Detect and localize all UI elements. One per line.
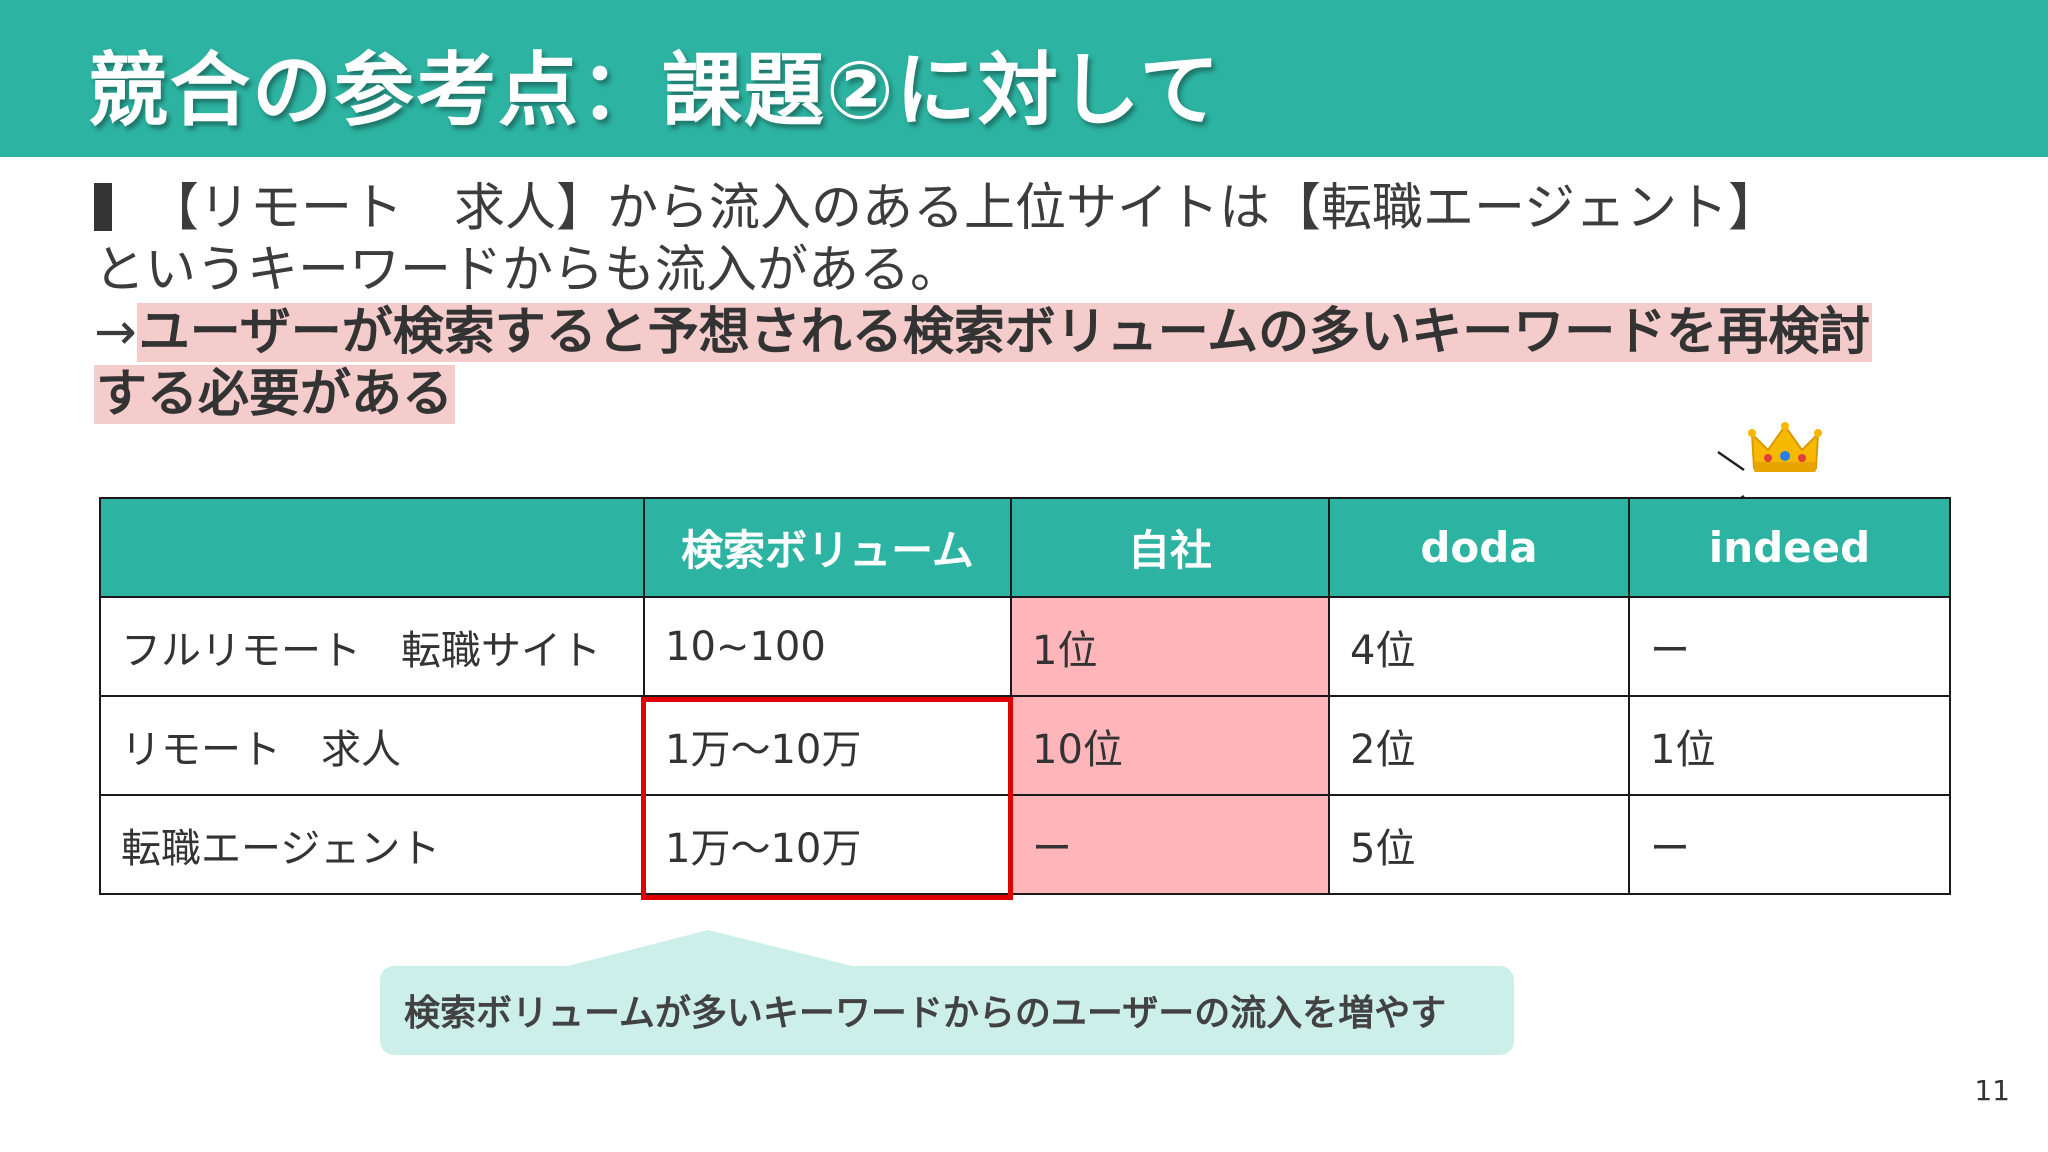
table-row: リモート 求人 1万～10万 10位 2位 1位 — [99, 695, 1951, 796]
callout-text: 検索ボリュームが多いキーワードからのユーザーの流入を増やす — [404, 993, 1447, 1034]
volume-cell: 10~100 — [643, 596, 1012, 697]
body-text: 【リモート 求人】から流入のある上位サイトは【転職エージェント】 というキーワー… — [94, 178, 1954, 426]
own-rank-cell: 10位 — [1010, 695, 1330, 796]
volume-highlight-box — [641, 697, 1013, 900]
callout-pointer — [560, 930, 860, 968]
table-row: フルリモート 転職サイト 10~100 1位 4位 ー — [99, 596, 1951, 697]
body-line-3: →ユーザーが検索すると予想される検索ボリュームの多いキーワードを再検討 — [94, 302, 1954, 364]
header-cell-volume: 検索ボリューム — [643, 497, 1012, 598]
highlight-text-1: ユーザーが検索すると予想される検索ボリュームの多いキーワードを再検討 — [136, 303, 1873, 362]
highlight-text-2: する必要がある — [94, 365, 456, 424]
header-cell-own-company: 自社 — [1010, 497, 1330, 598]
slide-title: 競合の参考点：課題②に対して — [88, 44, 1222, 137]
header-cell-keyword — [99, 497, 645, 598]
body-line-1: 【リモート 求人】から流入のある上位サイトは【転職エージェント】 — [94, 178, 1954, 240]
keyword-cell: 転職エージェント — [99, 794, 645, 895]
indeed-rank-cell: 1位 — [1628, 695, 1951, 796]
page-number: 11 — [1974, 1074, 2010, 1107]
own-rank-cell: ー — [1010, 794, 1330, 895]
own-rank-cell: 1位 — [1010, 596, 1330, 697]
callout-box: 検索ボリュームが多いキーワードからのユーザーの流入を増やす — [380, 966, 1514, 1055]
doda-rank-cell: 4位 — [1328, 596, 1630, 697]
comparison-table: 検索ボリューム 自社 doda indeed フルリモート 転職サイト 10~1… — [99, 497, 1951, 895]
body-line-1-text: 【リモート 求人】から流入のある上位サイトは【転職エージェント】 — [148, 179, 1779, 238]
header-cell-doda: doda — [1328, 497, 1630, 598]
volume-cell: 1万～10万 — [643, 794, 1012, 895]
doda-rank-cell: 5位 — [1328, 794, 1630, 895]
title-bar: 競合の参考点：課題②に対して — [0, 0, 2048, 157]
crown-icon — [1748, 422, 1822, 472]
keyword-cell: リモート 求人 — [99, 695, 645, 796]
keyword-cell: フルリモート 転職サイト — [99, 596, 645, 697]
indeed-rank-cell: ー — [1628, 596, 1951, 697]
header-cell-indeed: indeed — [1628, 497, 1951, 598]
indeed-rank-cell: ー — [1628, 794, 1951, 895]
arrow-symbol: → — [94, 303, 137, 362]
table-row: 転職エージェント 1万～10万 ー 5位 ー — [99, 794, 1951, 895]
body-line-2: というキーワードからも流入がある。 — [94, 241, 962, 300]
table-header-row: 検索ボリューム 自社 doda indeed — [99, 497, 1951, 598]
volume-cell: 1万～10万 — [643, 695, 1012, 796]
bullet-marker — [94, 183, 112, 231]
body-line-4: する必要がある — [94, 364, 1954, 426]
doda-rank-cell: 2位 — [1328, 695, 1630, 796]
